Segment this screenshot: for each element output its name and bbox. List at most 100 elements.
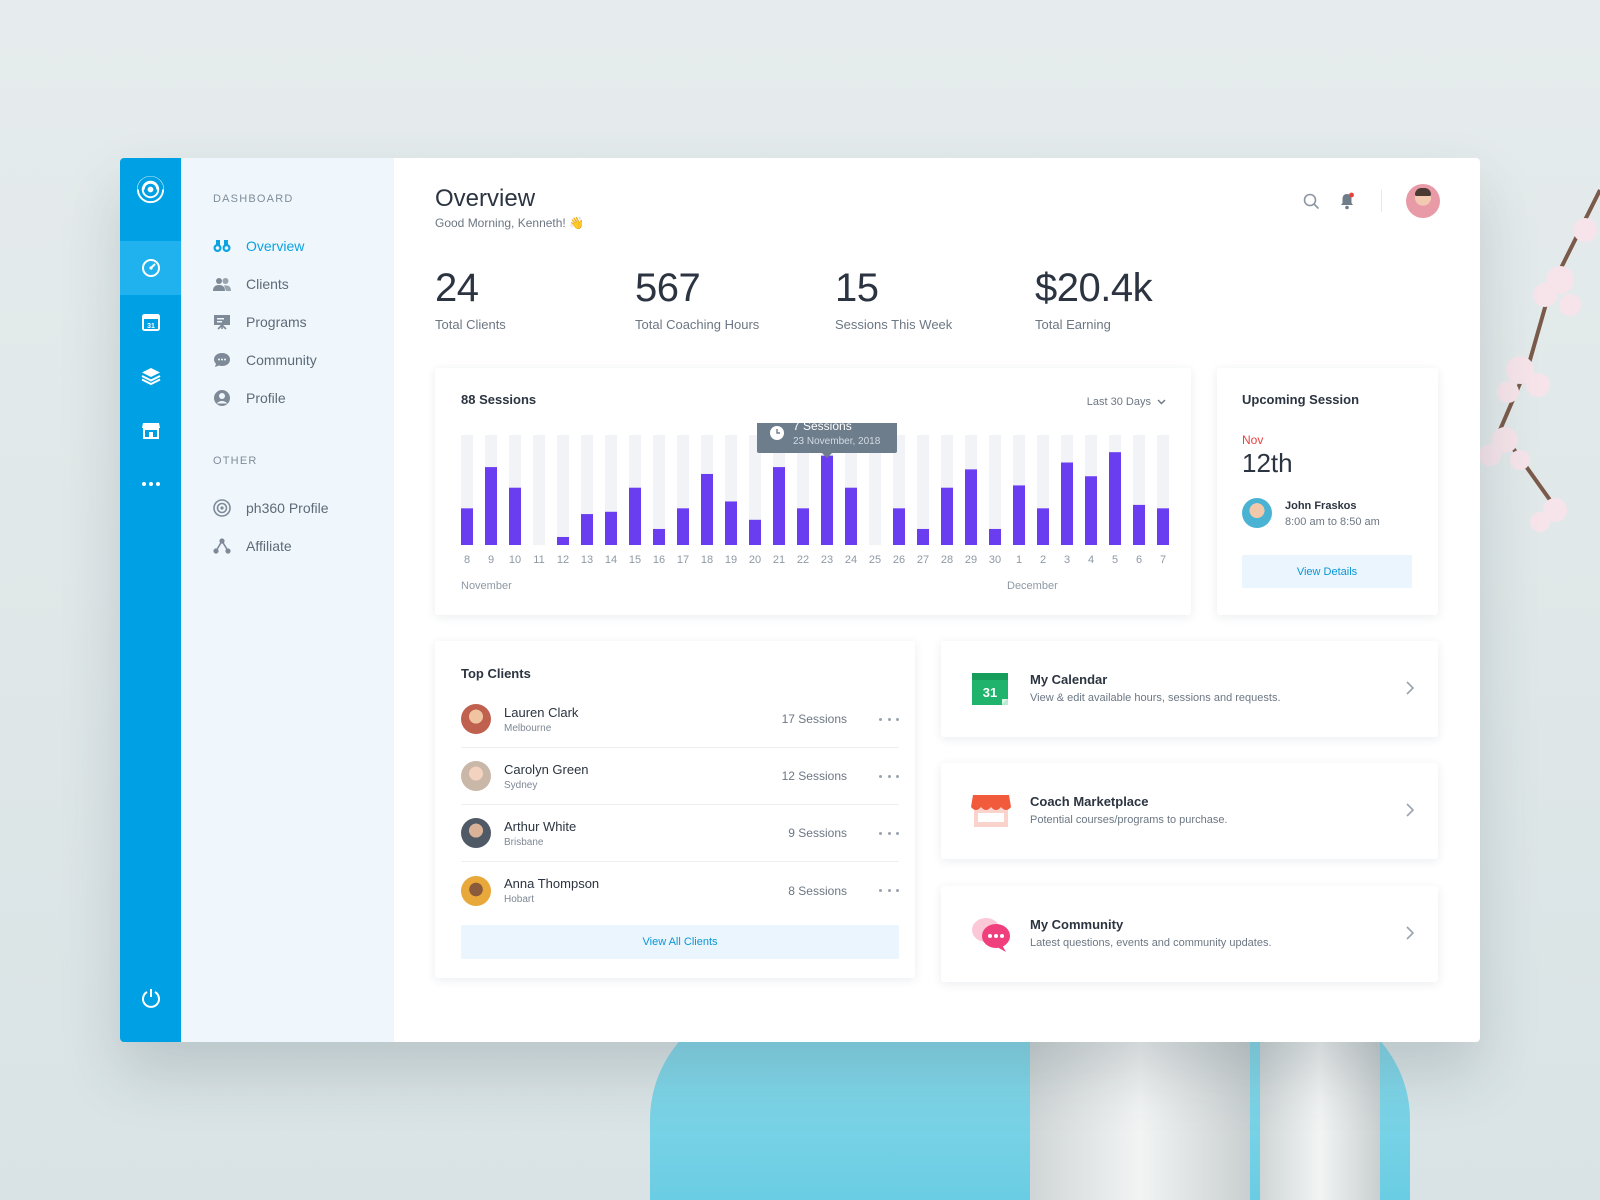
chart-bar	[1013, 485, 1025, 545]
calendar-icon: 31	[141, 314, 160, 331]
rail-calendar-button[interactable]: 31	[120, 295, 181, 349]
month-label: November	[461, 580, 512, 592]
chart-tooltip-arrow	[822, 453, 832, 458]
search-button[interactable]	[1301, 191, 1321, 211]
link-card-description: Latest questions, events and community u…	[1030, 937, 1272, 949]
side-navigation: DASHBOARD Overview Clients Programs Comm…	[181, 158, 394, 1042]
my-calendar-card[interactable]: 31 My Calendar View & edit available hou…	[941, 641, 1438, 737]
x-tick-label: 13	[581, 554, 593, 566]
range-dropdown[interactable]: Last 30 Days	[1087, 396, 1166, 408]
chart-bar	[677, 508, 689, 545]
upcoming-time: 8:00 am to 8:50 am	[1285, 516, 1380, 528]
coach-marketplace-card[interactable]: Coach Marketplace Potential courses/prog…	[941, 763, 1438, 859]
more-options-button[interactable]	[879, 884, 899, 898]
upcoming-session-card: Upcoming Session Nov 12th John Fraskos 8…	[1217, 368, 1438, 615]
x-tick-label: 16	[653, 554, 665, 566]
top-clients-card: Top Clients Lauren Clark Melbourne 17 Se…	[435, 641, 915, 978]
client-row[interactable]: Arthur White Brisbane 9 Sessions	[461, 805, 899, 862]
upcoming-day: 12th	[1242, 448, 1293, 478]
gauge-icon	[141, 259, 160, 277]
client-list: Lauren Clark Melbourne 17 Sessions Carol…	[461, 691, 899, 919]
bar-track	[749, 435, 761, 545]
view-all-clients-button[interactable]: View All Clients	[461, 925, 899, 959]
chart-bar	[461, 508, 473, 545]
sidebar-item-clients[interactable]: Clients	[181, 265, 394, 303]
x-tick-label: 30	[989, 554, 1001, 566]
rail-store-button[interactable]	[120, 403, 181, 457]
app-logo-icon[interactable]	[135, 174, 166, 205]
header-actions	[1285, 184, 1440, 218]
app-window: 31 DASHBOARD Overview Clients	[120, 158, 1480, 1042]
bar-track	[533, 435, 545, 545]
link-card-title: Coach Marketplace	[1030, 794, 1149, 809]
chart-bar	[893, 508, 905, 545]
stats-row: 24 Total Clients 567 Total Coaching Hour…	[435, 266, 1235, 332]
x-tick-label: 28	[941, 554, 953, 566]
client-row[interactable]: Anna Thompson Hobart 8 Sessions	[461, 862, 899, 919]
background-vase	[1260, 1030, 1380, 1200]
bell-icon	[1341, 192, 1354, 210]
sidebar-item-profile[interactable]: Profile	[181, 379, 394, 417]
user-avatar[interactable]	[1406, 184, 1440, 218]
client-row[interactable]: Carolyn Green Sydney 12 Sessions	[461, 748, 899, 805]
x-tick-label: 1	[1016, 554, 1022, 566]
more-options-button[interactable]	[879, 826, 899, 840]
bar-track	[557, 435, 569, 545]
chart-bar	[749, 519, 761, 545]
header-divider	[1381, 190, 1382, 212]
nav-list-other: ph360 Profile Affiliate	[181, 489, 394, 565]
rail-layers-button[interactable]	[120, 349, 181, 403]
avatar	[461, 761, 491, 791]
more-dots-icon	[141, 482, 160, 486]
x-tick-label: 19	[725, 554, 737, 566]
chart-bar	[701, 473, 713, 545]
store-icon	[971, 795, 1011, 827]
sidebar-item-ph360-profile[interactable]: ph360 Profile	[181, 489, 394, 527]
chart-bar	[941, 487, 953, 545]
layers-icon	[141, 368, 160, 386]
ph360-icon	[213, 499, 231, 517]
power-button[interactable]	[120, 971, 181, 1025]
rail-more-button[interactable]	[120, 457, 181, 511]
top-clients-title: Top Clients	[461, 666, 531, 681]
chat-icon	[213, 351, 231, 369]
avatar	[461, 704, 491, 734]
sidebar-item-affiliate[interactable]: Affiliate	[181, 527, 394, 565]
more-options-button[interactable]	[879, 769, 899, 783]
stat-value: 24	[435, 266, 479, 310]
chart-bar	[653, 528, 665, 545]
client-name: Lauren Clark	[504, 704, 579, 720]
sidebar-item-community[interactable]: Community	[181, 341, 394, 379]
more-options-button[interactable]	[879, 712, 899, 726]
sidebar-item-label: Overview	[246, 238, 305, 254]
client-name: Carolyn Green	[504, 761, 589, 777]
stat-value: 567	[635, 266, 701, 310]
x-tick-label: 20	[749, 554, 761, 566]
sessions-title: 88 Sessions	[461, 392, 537, 407]
client-sessions: 9 Sessions	[788, 826, 847, 840]
bar-track	[917, 435, 929, 545]
chevron-down-icon	[1157, 399, 1166, 405]
bar-track	[869, 435, 881, 545]
client-row[interactable]: Lauren Clark Melbourne 17 Sessions	[461, 691, 899, 748]
sidebar-item-overview[interactable]: Overview	[181, 227, 394, 265]
notifications-button[interactable]	[1337, 191, 1357, 211]
x-tick-label: 15	[629, 554, 641, 566]
tooltip-date: 23 November, 2018	[793, 436, 881, 447]
client-info: Anna Thompson Hobart	[504, 876, 599, 905]
view-details-button[interactable]: View Details	[1242, 555, 1412, 588]
x-tick-label: 29	[965, 554, 977, 566]
sidebar-item-programs[interactable]: Programs	[181, 303, 394, 341]
chart-bar	[1085, 476, 1097, 545]
avatar	[461, 818, 491, 848]
x-tick-label: 27	[917, 554, 929, 566]
search-icon	[1303, 193, 1319, 209]
rail-dashboard-button[interactable]	[120, 241, 181, 295]
client-info: Arthur White Brisbane	[504, 819, 576, 848]
chart-bar	[821, 455, 833, 545]
client-sessions: 17 Sessions	[781, 712, 847, 726]
client-sessions: 12 Sessions	[781, 769, 847, 783]
my-community-card[interactable]: My Community Latest questions, events an…	[941, 886, 1438, 982]
x-tick-label: 23	[821, 554, 833, 566]
tooltip-title: 7 Sessions	[793, 423, 852, 433]
